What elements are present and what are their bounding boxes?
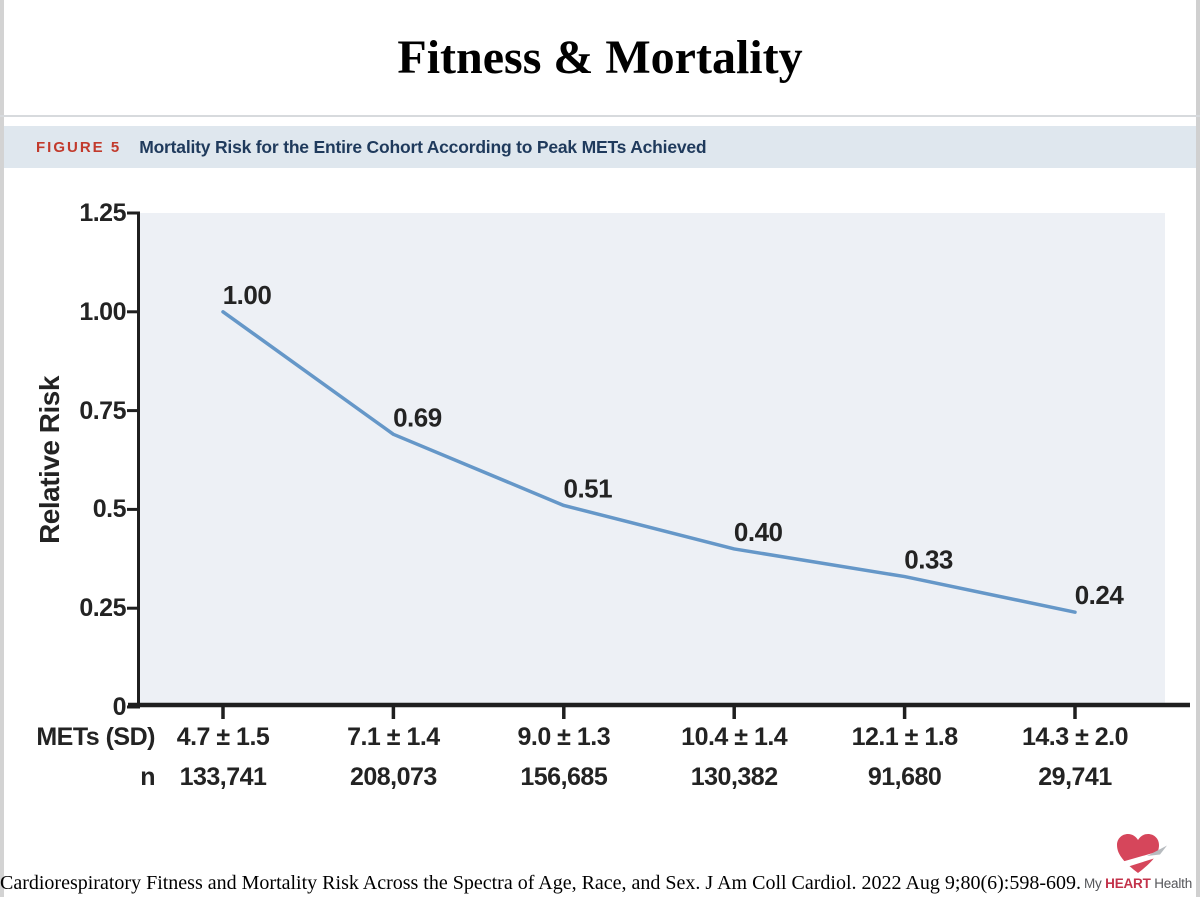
y-tick-label: 0 bbox=[112, 693, 127, 721]
data-point-label: 0.40 bbox=[734, 517, 783, 547]
plot-canvas: 1.00 0.69 0.51 0.40 0.33 0.24 bbox=[127, 211, 1190, 719]
y-tick-label: 0.75 bbox=[79, 396, 126, 425]
data-point-label: 1.00 bbox=[223, 280, 272, 310]
x-row-value: 10.4 ± 1.4 bbox=[681, 723, 788, 751]
data-point-label: 0.33 bbox=[904, 545, 953, 575]
section-divider bbox=[0, 115, 1200, 117]
citation-text: Cardiorespiratory Fitness and Mortality … bbox=[0, 872, 1081, 894]
logo-suffix: Health bbox=[1154, 876, 1193, 891]
y-tick-label: 1.00 bbox=[79, 297, 126, 326]
x-row-value: 156,685 bbox=[520, 763, 608, 791]
y-axis-label: Relative Risk bbox=[34, 376, 65, 544]
data-point-label: 0.51 bbox=[563, 473, 612, 503]
brand-logo-text: My HEART Health bbox=[1084, 876, 1192, 892]
x-row-value: 12.1 ± 1.8 bbox=[851, 723, 959, 751]
logo-prefix: My bbox=[1083, 876, 1102, 891]
y-tick-label: 0.25 bbox=[79, 594, 126, 623]
page-left-border bbox=[0, 0, 4, 897]
relative-risk-line bbox=[221, 310, 1077, 614]
heart-logo-icon bbox=[1111, 834, 1167, 873]
data-point-label: 0.24 bbox=[1075, 580, 1125, 610]
page-right-border bbox=[1196, 0, 1200, 897]
brand-logo: My HEART Health bbox=[1082, 830, 1194, 892]
y-tick-label: 1.25 bbox=[79, 199, 126, 227]
figure-title: Mortality Risk for the Entire Cohort Acc… bbox=[139, 136, 707, 157]
plot-background bbox=[137, 213, 1165, 707]
figure-header-bar: FIGURE 5 Mortality Risk for the Entire C… bbox=[4, 126, 1196, 168]
x-row-value: 14.3 ± 2.0 bbox=[1021, 723, 1129, 751]
x-row-header: n bbox=[140, 763, 155, 791]
x-row-value: 133,741 bbox=[179, 763, 267, 791]
figure-number-label: FIGURE 5 bbox=[36, 138, 122, 156]
page-title: Fitness & Mortality bbox=[397, 31, 803, 84]
y-tick-label: 0.5 bbox=[92, 495, 127, 524]
x-row-value: 91,680 bbox=[867, 763, 942, 791]
x-row-header: METs (SD) bbox=[36, 723, 155, 751]
x-row-value: 7.1 ± 1.4 bbox=[347, 723, 440, 751]
data-point-label: 0.69 bbox=[393, 402, 442, 432]
x-row-value: 9.0 ± 1.3 bbox=[517, 723, 611, 751]
x-row-value: 130,382 bbox=[690, 763, 778, 791]
x-row-value: 4.7 ± 1.5 bbox=[176, 723, 270, 751]
x-row-value: 29,741 bbox=[1038, 763, 1112, 791]
x-row-value: 208,073 bbox=[349, 763, 437, 791]
logo-highlight: HEART bbox=[1105, 876, 1151, 891]
